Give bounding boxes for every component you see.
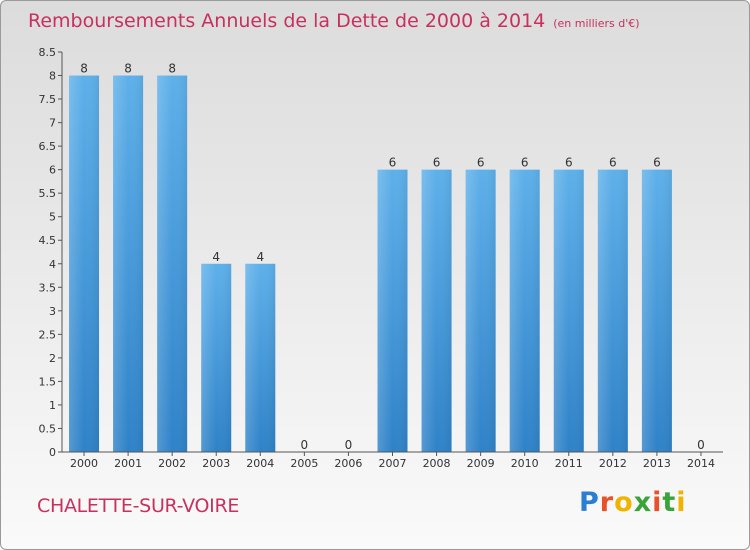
bar-shine [245, 263, 276, 452]
x-tick-label: 2006 [334, 457, 362, 470]
logo-letter: i [652, 487, 663, 518]
y-tick-label: 5.5 [39, 187, 57, 200]
data-label: 0 [301, 438, 309, 452]
y-tick-label: 8.5 [39, 46, 57, 59]
x-tick-label: 2012 [599, 457, 627, 470]
y-tick-label: 3 [49, 305, 56, 318]
y-tick-label: 4.5 [39, 234, 57, 247]
data-label: 0 [697, 438, 705, 452]
y-tick-label: 1 [49, 399, 56, 412]
bars-group: 8 8 8 4 4 0 0 6 6 6 6 6 6 6 0 [69, 62, 705, 452]
y-tick-label: 3.5 [39, 281, 57, 294]
y-tick-label: 2 [49, 352, 56, 365]
x-tick-label: 2011 [555, 457, 583, 470]
y-tick-label: 1.5 [39, 375, 57, 388]
bar-shine [421, 169, 452, 452]
logo-letter: P [579, 487, 600, 518]
x-tick-label: 2003 [202, 457, 230, 470]
chart-title-unit: (en milliers d'€) [553, 17, 640, 30]
y-tick-label: 6.5 [39, 140, 57, 153]
commune-name: CHALETTE-SUR-VOIRE [37, 495, 240, 517]
y-tick-label: 6 [49, 164, 56, 177]
data-label: 6 [565, 156, 573, 170]
x-tick-label: 2001 [114, 457, 142, 470]
bar-shine [465, 169, 496, 452]
logo-letter: o [614, 487, 634, 518]
data-label: 8 [168, 62, 176, 76]
y-axis: 0 0.5 1 1.5 2 2.5 3 3.5 4 4.5 5 5.5 6 6.5 7 7.5 8 8.5 [39, 46, 63, 459]
data-label: 6 [521, 156, 529, 170]
bar-shine [377, 169, 408, 452]
y-tick-label: 0 [49, 446, 56, 459]
bar-shine [641, 169, 672, 452]
y-tick-label: 0.5 [39, 422, 57, 435]
logo-letter: r [599, 487, 615, 518]
x-tick-label: 2010 [511, 457, 539, 470]
data-label: 8 [124, 62, 132, 76]
y-tick-label: 5 [49, 211, 56, 224]
y-tick-label: 4 [49, 258, 56, 271]
data-label: 6 [389, 156, 397, 170]
bar-shine [113, 75, 144, 452]
proxiti-logo: Proxiti [579, 487, 687, 518]
x-tick-label: 2002 [158, 457, 186, 470]
logo-letter: x [633, 487, 653, 518]
x-tick-label: 2005 [290, 457, 318, 470]
x-tick-label: 2009 [467, 457, 495, 470]
bar-shine [553, 169, 584, 452]
bar-shine [597, 169, 628, 452]
x-tick-label: 2004 [246, 457, 274, 470]
data-label: 6 [609, 156, 617, 170]
y-tick-label: 7 [49, 117, 56, 130]
x-tick-label: 2008 [423, 457, 451, 470]
x-tick-label: 2007 [379, 457, 407, 470]
y-tick-label: 2.5 [39, 328, 57, 341]
bar-shine [509, 169, 540, 452]
logo-letter: i [676, 487, 687, 518]
data-label: 6 [433, 156, 441, 170]
data-label: 4 [256, 250, 264, 264]
y-tick-label: 7.5 [39, 93, 57, 106]
bar-shine [157, 75, 188, 452]
y-tick-label: 8 [49, 70, 56, 83]
data-label: 6 [653, 156, 661, 170]
chart-title: Remboursements Annuels de la Dette de 20… [28, 10, 640, 32]
x-tick-label: 2000 [70, 457, 98, 470]
data-label: 4 [212, 250, 220, 264]
data-label: 6 [477, 156, 485, 170]
logo-letter: t [662, 487, 677, 518]
data-label: 8 [80, 62, 88, 76]
x-tick-label: 2013 [643, 457, 671, 470]
bar-shine [201, 263, 232, 452]
chart-title-main: Remboursements Annuels de la Dette de 20… [28, 10, 546, 32]
data-label: 0 [345, 438, 353, 452]
x-tick-label: 2014 [687, 457, 715, 470]
x-axis: 2000 2001 2002 2003 2004 2005 2006 2007 2008 2009… [62, 451, 723, 470]
bar-shine [69, 75, 100, 452]
